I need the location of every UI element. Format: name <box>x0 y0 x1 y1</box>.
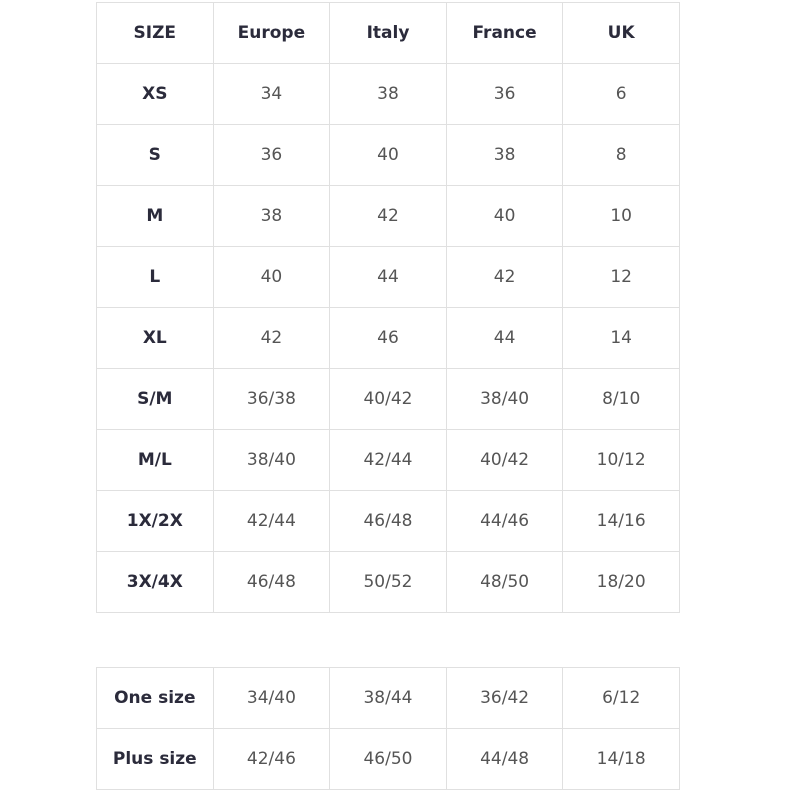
size-value: 40 <box>212 246 331 308</box>
size-value: 36 <box>445 63 564 125</box>
size-value: 42 <box>445 246 564 308</box>
size-label: M <box>96 185 214 247</box>
size-label: XL <box>96 307 214 369</box>
size-value: 36/42 <box>445 667 564 729</box>
table-row: Plus size 42/46 46/50 44/48 14/18 <box>96 728 680 790</box>
size-value: 6/12 <box>562 667 680 729</box>
size-value: 38 <box>212 185 331 247</box>
size-label: 3X/4X <box>96 551 214 613</box>
size-value: 14/18 <box>562 728 680 790</box>
table-row: XL 42 46 44 14 <box>96 307 680 369</box>
size-value: 44/48 <box>445 728 564 790</box>
size-value: 40/42 <box>329 368 447 430</box>
size-value: 12 <box>562 246 680 308</box>
size-value: 40 <box>329 124 447 186</box>
table-row: XS 34 38 36 6 <box>96 63 680 125</box>
size-value: 46/48 <box>329 490 447 552</box>
size-value: 14 <box>562 307 680 369</box>
size-value: 6 <box>562 63 680 125</box>
size-value: 38/44 <box>329 667 447 729</box>
size-label: L <box>96 246 214 308</box>
table-row: L 40 44 42 12 <box>96 246 680 308</box>
size-value: 44 <box>329 246 447 308</box>
size-label: S <box>96 124 214 186</box>
table-row: One size 34/40 38/44 36/42 6/12 <box>96 667 680 729</box>
table-row: M/L 38/40 42/44 40/42 10/12 <box>96 429 680 491</box>
size-value: 42/44 <box>212 490 331 552</box>
size-label: Plus size <box>96 728 214 790</box>
size-value: 48/50 <box>445 551 564 613</box>
size-value: 46/50 <box>329 728 447 790</box>
size-value: 46/48 <box>212 551 331 613</box>
table-row: S/M 36/38 40/42 38/40 8/10 <box>96 368 680 430</box>
size-value: 8 <box>562 124 680 186</box>
size-value: 18/20 <box>562 551 680 613</box>
size-value: 42/44 <box>329 429 447 491</box>
size-label: M/L <box>96 429 214 491</box>
table-row: 1X/2X 42/44 46/48 44/46 14/16 <box>96 490 680 552</box>
size-value: 10/12 <box>562 429 680 491</box>
size-value: 42/46 <box>212 728 331 790</box>
size-value: 10 <box>562 185 680 247</box>
table-row: 3X/4X 46/48 50/52 48/50 18/20 <box>96 551 680 613</box>
size-label: 1X/2X <box>96 490 214 552</box>
column-header: France <box>445 2 564 64</box>
size-value: 40 <box>445 185 564 247</box>
column-header: SIZE <box>96 2 214 64</box>
size-label: S/M <box>96 368 214 430</box>
size-value: 36 <box>212 124 331 186</box>
column-header: UK <box>562 2 680 64</box>
size-label: XS <box>96 63 214 125</box>
size-value: 44 <box>445 307 564 369</box>
header-row: SIZE Europe Italy France UK <box>96 2 680 64</box>
size-value: 34/40 <box>212 667 331 729</box>
size-value: 44/46 <box>445 490 564 552</box>
size-value: 38 <box>445 124 564 186</box>
size-value: 40/42 <box>445 429 564 491</box>
size-value: 34 <box>212 63 331 125</box>
column-header: Italy <box>329 2 447 64</box>
size-value: 42 <box>212 307 331 369</box>
size-value: 38/40 <box>212 429 331 491</box>
size-value: 38 <box>329 63 447 125</box>
size-value: 38/40 <box>445 368 564 430</box>
column-header: Europe <box>212 2 331 64</box>
size-value: 42 <box>329 185 447 247</box>
size-value: 36/38 <box>212 368 331 430</box>
special-size-table: One size 34/40 38/44 36/42 6/12 Plus size 42/4… <box>96 667 680 790</box>
size-value: 14/16 <box>562 490 680 552</box>
size-value: 46 <box>329 307 447 369</box>
size-value: 50/52 <box>329 551 447 613</box>
size-label: One size <box>96 667 214 729</box>
size-value: 8/10 <box>562 368 680 430</box>
table-row: S 36 40 38 8 <box>96 124 680 186</box>
table-row: M 38 42 40 10 <box>96 185 680 247</box>
size-chart-table: SIZE Europe Italy France UK XS 34 38 36 6 S 36 40 38 8… <box>96 2 680 613</box>
